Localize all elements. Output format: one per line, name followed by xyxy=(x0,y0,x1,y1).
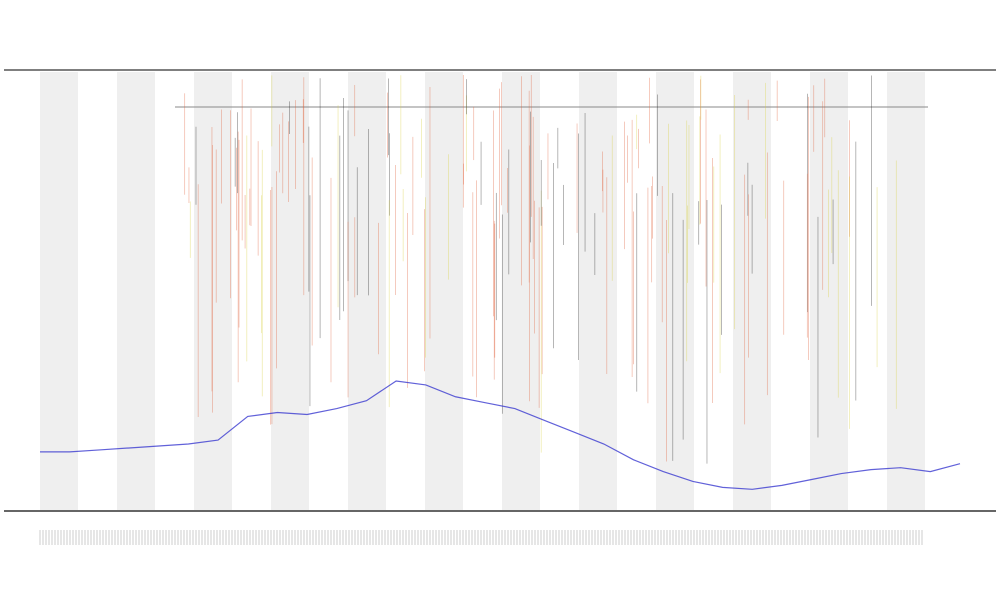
background-bands xyxy=(40,72,925,510)
event-lines xyxy=(184,75,897,464)
band xyxy=(810,72,848,510)
band xyxy=(194,72,232,510)
band xyxy=(733,72,771,510)
band xyxy=(117,72,155,510)
band xyxy=(579,72,617,510)
band xyxy=(40,72,78,510)
x-tick-strip xyxy=(39,530,923,545)
plot-area xyxy=(40,380,961,490)
band xyxy=(656,72,694,510)
band xyxy=(887,72,925,510)
band xyxy=(425,72,463,510)
series-line xyxy=(40,380,961,490)
band xyxy=(348,72,386,510)
band xyxy=(502,72,540,510)
band xyxy=(271,72,309,510)
